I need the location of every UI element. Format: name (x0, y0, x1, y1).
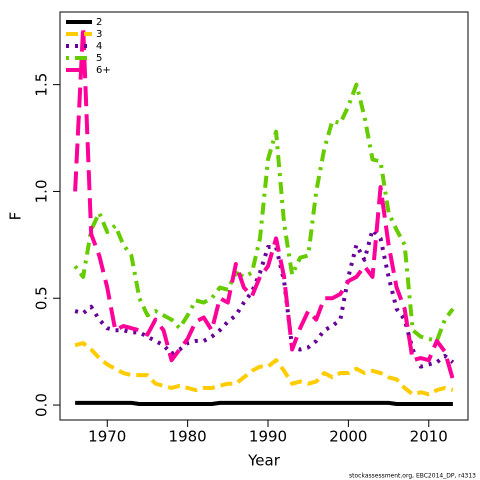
y-tick-label: 0.5 (33, 286, 51, 310)
x-axis-title: Year (247, 452, 281, 470)
y-tick-label: 1.0 (33, 180, 51, 204)
series-line (75, 400, 453, 406)
y-tick-label: 0.0 (33, 393, 51, 417)
legend-label: 3 (96, 29, 102, 40)
series-line (74, 227, 455, 369)
series-line (74, 341, 454, 397)
legend-label: 2 (96, 17, 102, 28)
x-tick-label: 1990 (249, 428, 287, 446)
x-tick-label: 2000 (329, 428, 367, 446)
x-tick-label: 1980 (169, 428, 207, 446)
x-tick-label: 1970 (88, 428, 126, 446)
x-tick-label: 2010 (410, 428, 448, 446)
y-tick-label: 1.5 (33, 73, 51, 97)
legend-label: 4 (96, 41, 102, 52)
legend-label: 6+ (96, 65, 111, 76)
y-axis-title: F (7, 212, 25, 221)
plot-frame (59, 11, 469, 421)
series-line (73, 82, 455, 343)
series-line (73, 24, 455, 380)
legend-label: 5 (96, 53, 102, 64)
source-note: stockassessment.org, EBC2014_DP, r4313 (349, 473, 476, 480)
